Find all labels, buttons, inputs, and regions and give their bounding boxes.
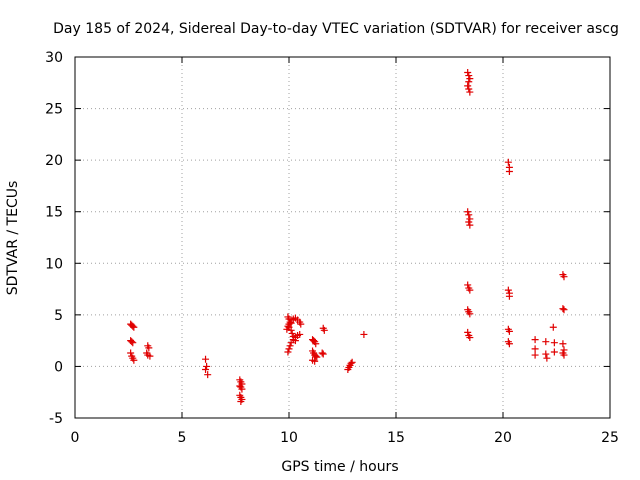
y-tick-label: 20 <box>45 153 63 169</box>
data-point <box>202 355 210 363</box>
y-tick-label: 30 <box>45 50 63 66</box>
y-tick-label: 15 <box>45 205 63 221</box>
data-point <box>287 319 295 327</box>
x-tick-label: 20 <box>494 430 512 446</box>
data-point <box>288 329 296 337</box>
x-tick-label: 10 <box>280 430 298 446</box>
data-point <box>550 339 558 347</box>
data-point <box>204 371 212 379</box>
y-tick-labels: -5 0 5 10 15 20 25 30 <box>45 50 63 427</box>
data-point <box>311 357 319 365</box>
data-point <box>466 215 474 223</box>
data-point <box>129 339 137 347</box>
y-tick-label: 0 <box>54 359 63 375</box>
data-point <box>505 167 513 175</box>
x-axis-label: GPS time / hours <box>281 459 398 475</box>
x-tick-label: 5 <box>178 430 187 446</box>
data-point <box>464 328 472 336</box>
chart-title: Day 185 of 2024, Sidereal Day-to-day VTE… <box>53 21 619 37</box>
data-point <box>505 327 513 335</box>
data-point <box>286 342 294 350</box>
x-tick-labels: 0 5 10 15 20 25 <box>71 430 619 446</box>
y-tick-label: 10 <box>45 256 63 272</box>
data-point <box>145 344 153 352</box>
data-point <box>543 354 551 362</box>
data-point <box>465 78 473 86</box>
data-point <box>320 326 328 334</box>
data-point <box>560 273 568 281</box>
data-point <box>465 72 473 80</box>
data-point <box>130 356 138 364</box>
data-point <box>313 353 321 361</box>
data-point <box>289 333 297 341</box>
data-point <box>466 221 474 229</box>
data-point <box>348 358 356 366</box>
data-points <box>127 68 568 405</box>
data-point <box>130 323 138 331</box>
data-point <box>285 315 293 323</box>
data-point <box>559 305 567 313</box>
data-point <box>128 338 136 346</box>
data-point <box>549 323 557 331</box>
x-tick-label: 15 <box>387 430 405 446</box>
data-point <box>559 340 567 348</box>
data-point <box>465 218 473 226</box>
data-point <box>504 286 512 294</box>
data-point <box>550 348 558 356</box>
data-point <box>284 348 292 356</box>
data-point <box>318 349 326 357</box>
x-tick-label: 0 <box>71 430 80 446</box>
data-point <box>347 359 355 367</box>
data-point <box>560 306 568 314</box>
data-point <box>466 88 474 96</box>
y-tick-label: -5 <box>49 411 63 427</box>
data-point <box>291 337 299 345</box>
data-point <box>312 352 320 360</box>
grid-lines <box>75 57 610 418</box>
plot-frame <box>74 56 611 419</box>
data-point <box>531 345 539 353</box>
data-point <box>238 385 246 393</box>
data-point <box>360 330 368 338</box>
data-point <box>464 82 472 90</box>
data-point <box>531 351 539 359</box>
x-tick-label: 25 <box>601 430 619 446</box>
data-point <box>504 158 512 166</box>
data-point <box>465 85 473 93</box>
data-point <box>465 211 473 219</box>
y-tick-label: 25 <box>45 102 63 118</box>
data-point <box>542 338 550 346</box>
data-point <box>319 350 327 358</box>
data-point <box>296 330 304 338</box>
data-point <box>505 292 513 300</box>
y-axis-label: SDTVAR / TECUs <box>5 181 21 296</box>
data-point <box>237 397 245 405</box>
data-point <box>464 68 472 76</box>
data-point <box>505 340 513 348</box>
data-point <box>203 362 211 370</box>
data-point <box>146 352 154 360</box>
data-point <box>466 334 474 342</box>
data-point <box>297 320 305 328</box>
data-point <box>129 322 137 330</box>
data-point <box>542 350 550 358</box>
data-point <box>312 340 320 348</box>
data-point <box>531 336 539 344</box>
axis-ticks <box>74 56 611 419</box>
data-point <box>127 349 135 357</box>
y-tick-label: 5 <box>54 308 63 324</box>
data-point <box>466 310 474 318</box>
data-point <box>466 75 474 83</box>
data-point <box>466 286 474 294</box>
data-point <box>464 281 472 289</box>
data-point <box>287 326 295 334</box>
data-point <box>560 351 568 359</box>
data-point <box>202 366 210 374</box>
data-point <box>464 208 472 216</box>
data-point <box>285 345 293 353</box>
